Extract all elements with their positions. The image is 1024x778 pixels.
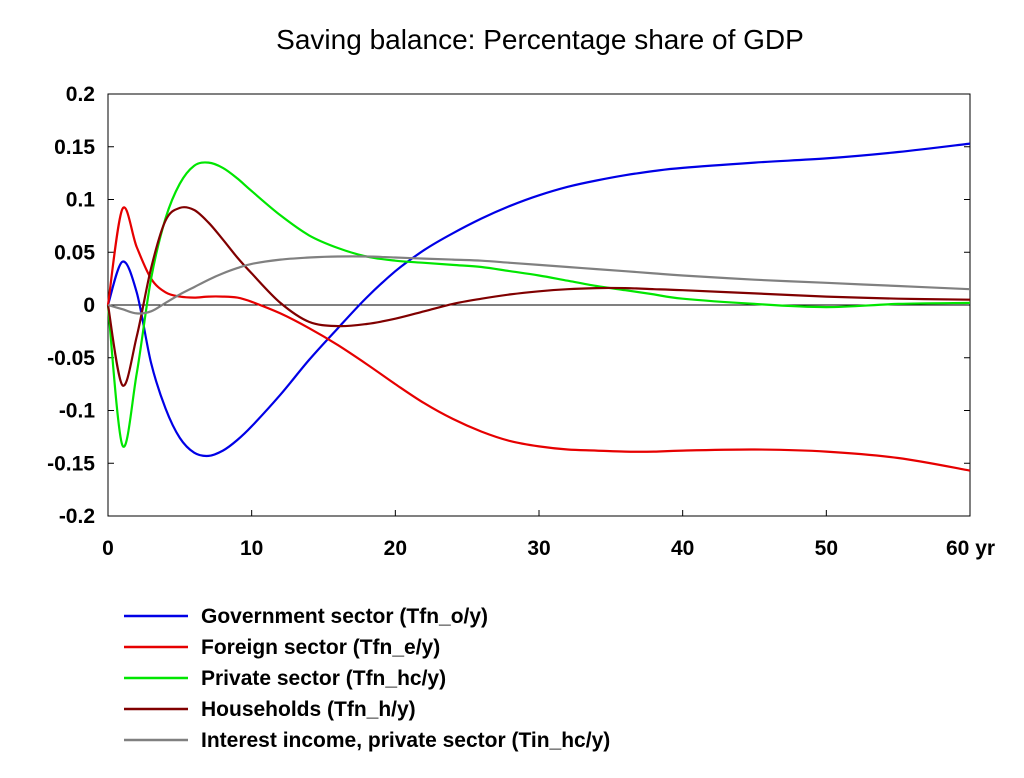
y-tick-label: 0.1 bbox=[66, 189, 96, 212]
y-tick-label: -0.1 bbox=[59, 400, 96, 423]
x-tick-label: 0 bbox=[102, 537, 114, 560]
series-line-4 bbox=[106, 206, 971, 387]
legend-label: Interest income, private sector (Tin_hc/… bbox=[201, 729, 610, 752]
legend: Government sector (Tfn_o/y) Foreign secto… bbox=[124, 605, 610, 752]
legend-label: Foreign sector (Tfn_e/y) bbox=[201, 636, 440, 659]
y-tick-label: 0.15 bbox=[54, 136, 95, 159]
legend-label: Private sector (Tfn_hc/y) bbox=[201, 667, 446, 690]
x-tick-label: 10 bbox=[240, 537, 263, 560]
series-line-5 bbox=[107, 255, 971, 315]
y-tick-label: -0.15 bbox=[47, 452, 95, 475]
y-tick-label: 0 bbox=[83, 294, 95, 317]
y-tick-label: -0.2 bbox=[59, 505, 95, 528]
y-tick-label: 0.05 bbox=[54, 241, 95, 264]
series-line-3 bbox=[106, 161, 971, 448]
chart-title: Saving balance: Percentage share of GDP bbox=[276, 24, 804, 55]
series-lines bbox=[106, 142, 971, 472]
x-tick-label: 20 bbox=[384, 537, 407, 560]
y-tick-label: -0.05 bbox=[47, 347, 95, 370]
x-tick-label: 60 yr bbox=[946, 537, 995, 560]
x-tick-label: 30 bbox=[527, 537, 550, 560]
legend-label: Government sector (Tfn_o/y) bbox=[201, 605, 488, 628]
legend-label: Households (Tfn_h/y) bbox=[201, 698, 416, 721]
y-axis: -0.2 -0.15 -0.1 -0.05 0 0.05 0.1 0.15 0.2 bbox=[47, 83, 970, 528]
x-tick-label: 50 bbox=[815, 537, 838, 560]
series-line-1 bbox=[106, 142, 971, 458]
series-line-2 bbox=[106, 206, 971, 472]
x-tick-label: 40 bbox=[671, 537, 694, 560]
y-tick-label: 0.2 bbox=[66, 83, 95, 106]
x-axis: 0 10 20 30 40 50 60 yr bbox=[102, 510, 995, 560]
